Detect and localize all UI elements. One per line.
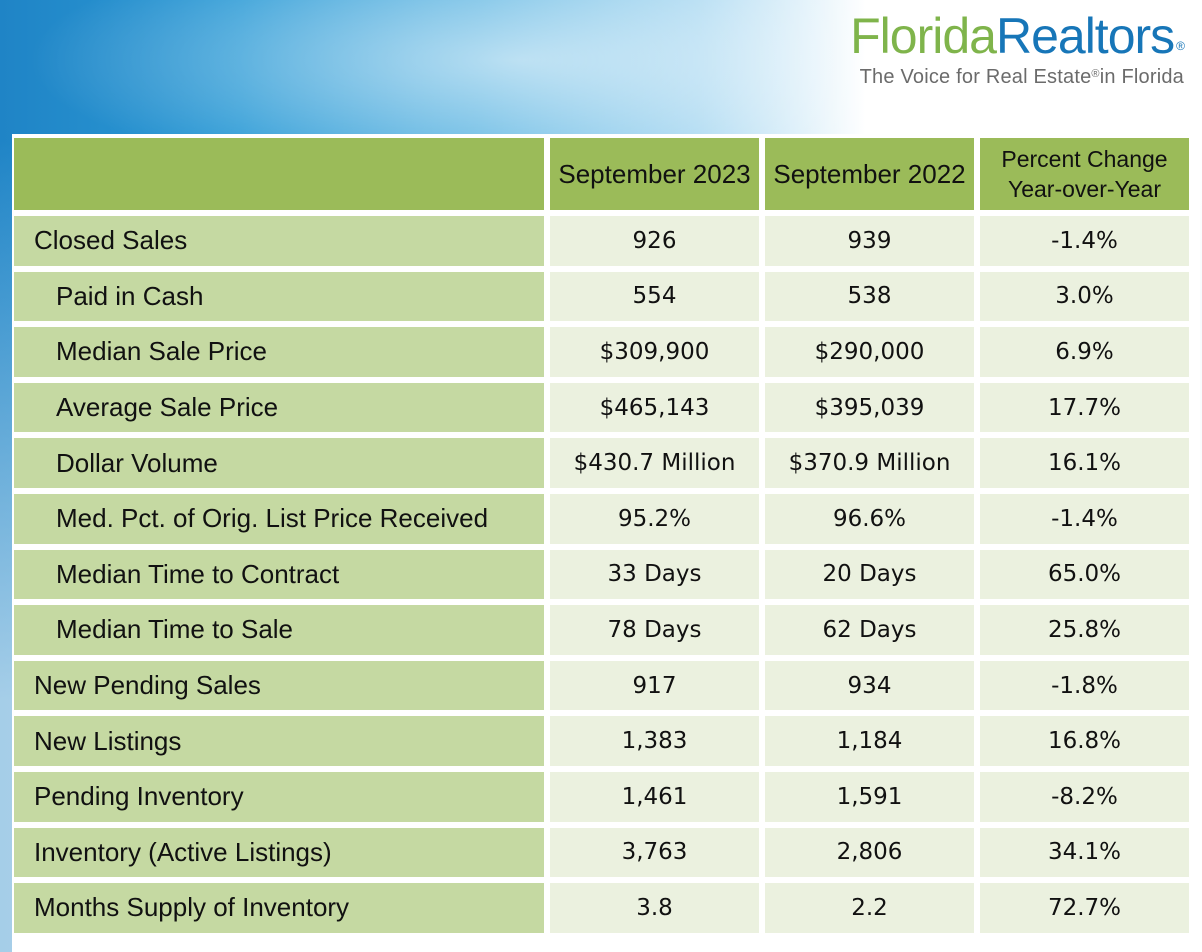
row-label: Median Time to Contract [14,549,544,600]
florida-realtors-logo: FloridaRealtors ® The Voice for Real Esta… [850,8,1185,89]
value-percent-change: 16.8% [980,716,1189,766]
market-stats-table: September 2023 September 2022 Percent Ch… [8,132,1195,939]
value-september-2023: $430.7 Million [550,438,759,488]
value-percent-change: 25.8% [980,605,1189,655]
row-label: New Listings [14,716,544,766]
table-row: Median Time to Contract 33 Days 20 Days 65.… [14,549,1189,600]
row-label: Med. Pct. of Orig. List Price Received [14,493,544,544]
row-label: Months Supply of Inventory [14,883,544,933]
value-september-2022: 939 [765,216,974,266]
tagline-part2: in Florida [1099,66,1184,88]
header-percent-change: Percent Change Year-over-Year [980,138,1189,210]
value-september-2022: 538 [765,271,974,322]
table-row: Closed Sales 926 939 -1.4% [14,216,1189,266]
table-row: New Listings 1,383 1,184 16.8% [14,716,1189,766]
header-percent-change-line2: Year-over-Year [1007,176,1161,202]
table-row: Months Supply of Inventory 3.8 2.2 72.7% [14,883,1189,933]
value-september-2023: 917 [550,660,759,711]
tagline-registered-mark: ® [1091,68,1100,80]
row-label: Inventory (Active Listings) [14,827,544,878]
value-september-2023: $465,143 [550,382,759,433]
table-header-row: September 2023 September 2022 Percent Ch… [14,138,1189,210]
value-percent-change: 16.1% [980,438,1189,488]
value-september-2022: $290,000 [765,327,974,377]
value-percent-change: -8.2% [980,771,1189,822]
table-row: Median Sale Price $309,900 $290,000 6.9% [14,327,1189,377]
table-row: Average Sale Price $465,143 $395,039 17.7% [14,382,1189,433]
value-percent-change: -1.4% [980,493,1189,544]
value-september-2022: 2,806 [765,827,974,878]
value-september-2022: $370.9 Million [765,438,974,488]
logo-word-florida: Florida [850,8,997,64]
value-september-2023: 78 Days [550,605,759,655]
header-blank-cell [14,138,544,210]
value-september-2022: 934 [765,660,974,711]
value-percent-change: -1.4% [980,216,1189,266]
row-label: New Pending Sales [14,660,544,711]
registered-mark: ® [1176,39,1185,53]
row-label: Median Time to Sale [14,605,544,655]
value-september-2022: 1,591 [765,771,974,822]
value-september-2022: 2.2 [765,883,974,933]
header-percent-change-line1: Percent Change [1001,146,1168,172]
row-label: Average Sale Price [14,382,544,433]
header-september-2022: September 2022 [765,138,974,210]
row-label: Dollar Volume [14,438,544,488]
value-percent-change: 34.1% [980,827,1189,878]
row-label: Paid in Cash [14,271,544,322]
logo-word-realtors: Realtors [995,8,1175,64]
value-percent-change: 3.0% [980,271,1189,322]
value-september-2022: 1,184 [765,716,974,766]
value-september-2023: 554 [550,271,759,322]
value-september-2023: 3,763 [550,827,759,878]
value-september-2023: 926 [550,216,759,266]
value-september-2022: 96.6% [765,493,974,544]
value-september-2023: 1,383 [550,716,759,766]
value-percent-change: 6.9% [980,327,1189,377]
stats-table-container: September 2023 September 2022 Percent Ch… [12,134,1200,952]
row-label: Closed Sales [14,216,544,266]
value-percent-change: -1.8% [980,660,1189,711]
tagline-part1: The Voice for Real Estate [859,66,1092,88]
value-september-2023: 95.2% [550,493,759,544]
table-row: Med. Pct. of Orig. List Price Received 95… [14,493,1189,544]
value-september-2023: 3.8 [550,883,759,933]
logo-wordmark: FloridaRealtors ® [850,8,1185,64]
value-percent-change: 17.7% [980,382,1189,433]
row-label: Pending Inventory [14,771,544,822]
row-label: Median Sale Price [14,327,544,377]
logo-tagline: The Voice for Real Estate®in Florida [850,66,1184,89]
table-row: Inventory (Active Listings) 3,763 2,806 34.… [14,827,1189,878]
table-row: Pending Inventory 1,461 1,591 -8.2% [14,771,1189,822]
value-percent-change: 72.7% [980,883,1189,933]
value-percent-change: 65.0% [980,549,1189,600]
table-body: Closed Sales 926 939 -1.4% Paid in Cash 554 53… [14,216,1189,933]
value-september-2022: $395,039 [765,382,974,433]
value-september-2023: $309,900 [550,327,759,377]
table-row: New Pending Sales 917 934 -1.8% [14,660,1189,711]
header-september-2023: September 2023 [550,138,759,210]
value-september-2022: 20 Days [765,549,974,600]
value-september-2023: 33 Days [550,549,759,600]
value-september-2022: 62 Days [765,605,974,655]
value-september-2023: 1,461 [550,771,759,822]
table-row: Dollar Volume $430.7 Million $370.9 Millio… [14,438,1189,488]
table-row: Median Time to Sale 78 Days 62 Days 25.8% [14,605,1189,655]
table-row: Paid in Cash 554 538 3.0% [14,271,1189,322]
